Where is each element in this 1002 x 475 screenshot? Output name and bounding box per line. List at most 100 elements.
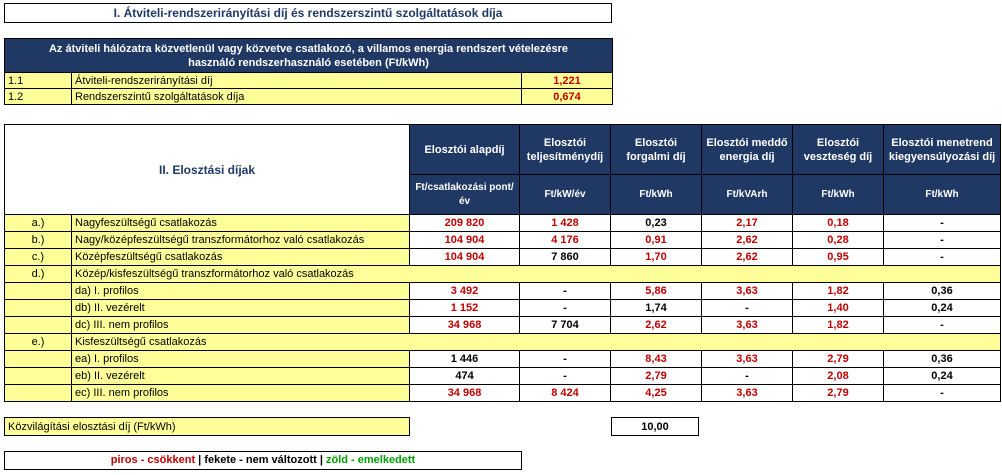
table-cell: - — [883, 231, 1002, 249]
table-cell: 3,63 — [701, 316, 794, 334]
table-cell: 0,24 — [883, 367, 1002, 385]
row-code — [4, 367, 72, 385]
legend-separator: | — [316, 454, 326, 466]
row-code — [4, 282, 72, 300]
table-row: a.) Nagyfeszültségű csatlakozás 209 820 1 4… — [4, 214, 1002, 232]
table-row: ec) III. nem profilos 34 968 8 424 4,25 3,63… — [4, 384, 1002, 402]
row-label: da) I. profilos — [70, 282, 411, 300]
table-row: da) I. profilos 3 492-5,86 3,63 1,82 0,36 — [4, 282, 1002, 300]
col-header-name: Elosztói forgalmi díj — [610, 124, 703, 175]
table-cell: 34 968 — [409, 316, 521, 334]
row-code: c.) — [4, 248, 72, 266]
col-header-unit: Ft/kWh — [883, 174, 1002, 215]
table-cell: 8 424 — [519, 384, 612, 402]
legend-green: zöld - emelkedett — [325, 454, 416, 466]
table-cell: - — [519, 299, 612, 317]
table-cell: 2,79 — [792, 384, 885, 402]
table-cell: 1,40 — [792, 299, 885, 317]
color-legend: piros - csökkent | fekete - nem változot… — [4, 451, 522, 470]
table-cell: - — [701, 367, 794, 385]
table-row: d.) Közép/kisfeszültségű transzformátorho… — [4, 265, 1002, 283]
table-cell: 0,24 — [883, 299, 1002, 317]
table-cell: - — [883, 384, 1002, 402]
table-cell: 0,36 — [883, 350, 1002, 368]
table-cell: 2,79 — [792, 350, 885, 368]
street-lighting-label: Közvilágítási elosztási díj (Ft/kWh) — [4, 417, 410, 436]
table-cell: 3 492 — [409, 282, 521, 300]
street-lighting-value-box: 10,00 — [611, 417, 699, 436]
table-cell: 474 — [409, 367, 521, 385]
table-cell: - — [883, 248, 1002, 266]
table-cell: 1,82 — [792, 282, 885, 300]
col-header-unit: Ft/kVArh — [701, 174, 794, 215]
table-cell: - — [883, 316, 1002, 334]
table-row: b.) Nagy/középfeszültségű transzformátorh… — [4, 231, 1002, 249]
row-label: dc) III. nem profilos — [70, 316, 411, 334]
table-cell: 0,18 — [792, 214, 885, 232]
table-cell: - — [519, 282, 612, 300]
street-lighting-label-box: Közvilágítási elosztási díj (Ft/kWh) — [4, 417, 410, 436]
table-cell: 209 820 — [409, 214, 521, 232]
table-cell: 5,86 — [610, 282, 703, 300]
table-cell: 104 904 — [409, 231, 521, 249]
section1-header: Az átviteli hálózatra közvetlenül vagy k… — [3, 38, 614, 73]
table-cell: 1,82 — [792, 316, 885, 334]
row-code: b.) — [4, 231, 72, 249]
col-header-name: Elosztói meddő energia díj — [701, 124, 794, 175]
col-header-name: Elosztói veszteség díj — [792, 124, 885, 175]
table-cell: 3,63 — [701, 282, 794, 300]
section2-title: II. Elosztási díjak — [3, 124, 411, 215]
table-row: e.) Kisfeszültségű csatlakozás — [4, 333, 1002, 351]
row-label: db) II. vezérelt — [70, 299, 411, 317]
section1-title: I. Átviteli-rendszerirányítási díj és re… — [4, 3, 612, 23]
row-value: 0,674 — [520, 88, 614, 105]
table-cell: 3,63 — [701, 384, 794, 402]
table-cell: 104 904 — [409, 248, 521, 266]
row-code — [4, 316, 72, 334]
section1-table: Az átviteli hálózatra közvetlenül vagy k… — [3, 38, 614, 105]
table-cell: 1 152 — [409, 299, 521, 317]
col-header-name: Elosztói alapdíj — [409, 124, 521, 175]
table-cell: 0,95 — [792, 248, 885, 266]
row-label: ea) I. profilos — [70, 350, 411, 368]
row-label: Kisfeszültségű csatlakozás — [70, 333, 1002, 351]
table-cell: 4 176 — [519, 231, 612, 249]
row-code — [4, 384, 72, 402]
row-label: Átviteli-rendszerirányítási díj — [71, 72, 522, 89]
table-row: db) II. vezérelt 1 152-1,74-1,40 0,24 — [4, 299, 1002, 317]
table-cell: 2,62 — [701, 248, 794, 266]
table-cell: 7 860 — [519, 248, 612, 266]
table-cell: 1 428 — [519, 214, 612, 232]
table-cell: - — [883, 214, 1002, 232]
table-cell: 0,91 — [610, 231, 703, 249]
row-code: 1.2 — [4, 88, 72, 105]
table-cell: 0,23 — [610, 214, 703, 232]
legend-separator: | — [195, 454, 205, 466]
table-row: 1.1 Átviteli-rendszerirányítási díj 1,22… — [4, 72, 614, 89]
section2-table: II. Elosztási díjak Elosztói alapdíj Elo… — [3, 124, 1002, 402]
table-cell: 0,36 — [883, 282, 1002, 300]
table-row: ea) I. profilos 1 446-8,43 3,63 2,79 0,36 — [4, 350, 1002, 368]
row-value: 1,221 — [520, 72, 614, 89]
table-row: dc) III. nem profilos 34 968 7 704 2,62 3,63… — [4, 316, 1002, 334]
section1-header-line2: használó rendszerhasználó esetében (Ft/k… — [188, 56, 429, 69]
row-label: Közép/kisfeszültségű transzformátorhoz v… — [70, 265, 1002, 283]
table-cell: - — [519, 350, 612, 368]
legend-black: fekete - nem változott — [204, 454, 317, 466]
row-code: e.) — [4, 333, 72, 351]
table-cell: 2,62 — [610, 316, 703, 334]
table-cell: 0,28 — [792, 231, 885, 249]
table-cell: 3,63 — [701, 350, 794, 368]
section1-header-line1: Az átviteli hálózatra közvetlenül vagy k… — [48, 42, 569, 55]
table-cell: 2,79 — [610, 367, 703, 385]
table-cell: 2,62 — [701, 231, 794, 249]
table-cell: 2,17 — [701, 214, 794, 232]
table-cell: 4,25 — [610, 384, 703, 402]
table-cell: 34 968 — [409, 384, 521, 402]
col-header-name: Elosztói menetrend kiegyensúlyozási díj — [883, 124, 1002, 175]
col-header-unit: Ft/kWh — [792, 174, 885, 215]
row-label: Nagy/középfeszültségű transzformátorhoz … — [70, 231, 411, 249]
row-code: a.) — [4, 214, 72, 232]
col-header-unit: Ft/csatlakozási pont/év — [409, 174, 521, 215]
table-row: 1.2 Rendszerszintű szolgáltatások díja 0… — [4, 88, 614, 105]
